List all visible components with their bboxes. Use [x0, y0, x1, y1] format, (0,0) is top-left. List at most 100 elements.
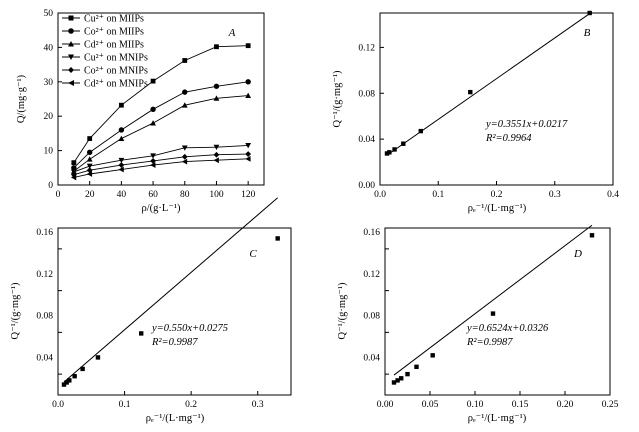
data-point: [150, 120, 156, 126]
data-point: [245, 79, 251, 85]
data-point: [384, 151, 390, 156]
y-tick-label: 0.08: [36, 312, 53, 322]
y-tick-label: 0.08: [363, 312, 380, 322]
y-tick-labels: 0.04 0.08 0.12 0.16: [36, 228, 53, 363]
x-tick-label: 0.2: [491, 190, 503, 200]
y-tick-label: 0.12: [36, 270, 53, 280]
data-point: [118, 166, 124, 173]
data-point: [213, 95, 220, 101]
data-point: [118, 135, 125, 141]
data-point: [587, 10, 592, 16]
y-tick-label: 0.12: [363, 270, 380, 280]
data-point: [86, 156, 93, 162]
fit-r-squared: R²=0.9987: [151, 337, 198, 348]
plot-frame: [379, 12, 614, 186]
y-axis-label: Q/(mg·g⁻¹): [16, 74, 27, 123]
y-tick-label: 0.04: [36, 353, 53, 363]
data-point: [213, 144, 220, 151]
y-tick-labels: 0.04 0.08 0.12 0.16: [363, 228, 380, 363]
data-point: [414, 364, 419, 370]
data-point: [245, 92, 252, 98]
panel-label: C: [249, 248, 257, 260]
panel-d: D Q⁻¹/(g·mg⁻¹) ρₑ⁻¹/(L·mg⁻¹) y=0.6524x+0…: [337, 227, 619, 424]
x-tick-label: 0.20: [557, 400, 574, 410]
y-tick-label: 30: [44, 78, 54, 88]
fit-line: [393, 224, 593, 376]
data-point: [80, 366, 85, 372]
data-point: [150, 158, 156, 164]
x-tick-label: 0.15: [512, 400, 529, 410]
data-point: [182, 58, 188, 63]
legend-entry: Cu²⁺ on MNIPs: [84, 53, 148, 64]
data-point: [95, 355, 101, 360]
panel-c: C Q⁻¹/(g·mg⁻¹) ρₑ⁻¹/(L·mg⁻¹) y=0.550x+0.…: [10, 227, 292, 424]
data-point: [468, 89, 473, 95]
data-point: [150, 78, 156, 84]
data-point: [405, 371, 410, 377]
x-tick-label: 120: [241, 190, 256, 200]
data-point: [118, 102, 124, 108]
data-point: [71, 165, 77, 171]
data-point: [213, 83, 220, 89]
y-axis-label: Q⁻¹/(g·mg⁻¹): [332, 70, 343, 128]
data-point: [71, 160, 77, 166]
x-tick-label: 0.10: [467, 400, 484, 410]
y-tick-label: 0.08: [358, 89, 375, 99]
data-point: [118, 162, 125, 168]
y-tick-labels: 0.00 0.04 0.08 0.12: [358, 43, 375, 191]
data-point: [86, 171, 93, 177]
data-point: [150, 106, 156, 113]
data-point: [490, 311, 496, 316]
y-tick-label: 40: [44, 43, 54, 53]
x-axis-label: ρₑ⁻¹/(L·mg⁻¹): [468, 203, 527, 214]
x-tick-label: 0.0: [374, 190, 386, 200]
data-point: [213, 157, 219, 164]
fit-equation: y=0.3551x+0.0217: [485, 119, 568, 130]
y-tick-label: 20: [44, 112, 54, 122]
legend-marker-triangle-down: [68, 54, 74, 60]
data-point: [86, 163, 93, 169]
x-tick-label: 100: [209, 190, 224, 200]
x-tick-label: 0.4: [607, 190, 619, 200]
y-tick-label: 0: [48, 181, 53, 191]
data-point: [275, 236, 280, 241]
x-tick-label: 0.25: [602, 400, 619, 410]
series-line: [73, 144, 249, 173]
x-axis-label: ρₑ⁻¹/(L·mg⁻¹): [468, 413, 527, 424]
x-tick-label: 0.1: [432, 190, 444, 200]
data-point: [245, 143, 252, 149]
x-tick-label: 20: [85, 190, 95, 200]
y-tick-labels: 0 10 20 30 40 50: [44, 9, 54, 191]
y-tick-label: 0.04: [363, 353, 380, 363]
legend-entry: Cu²⁺ on MIIPs: [84, 14, 144, 25]
data-point: [387, 150, 392, 155]
panel-label: A: [228, 27, 236, 39]
x-axis-label: ρ/(g·L⁻¹): [141, 203, 181, 214]
fit-r-squared: R²=0.9987: [466, 337, 513, 348]
x-tick-label: 60: [148, 190, 158, 200]
x-tick-label: 0.00: [377, 400, 394, 410]
x-tick-label: 0.2: [185, 400, 197, 410]
x-tick-label: 40: [117, 190, 127, 200]
fit-line: [63, 197, 279, 383]
data-point: [391, 380, 397, 385]
data-point: [70, 171, 77, 178]
y-axis-label: Q⁻¹/(g·mg⁻¹): [337, 282, 348, 340]
y-tick-label: 50: [44, 9, 54, 19]
chart-marks: [57, 10, 614, 395]
plot-frame: [384, 227, 611, 396]
data-point: [118, 127, 125, 133]
x-tick-label: 0.0: [52, 400, 64, 410]
y-tick-label: 10: [44, 147, 54, 157]
legend-entry: Co²⁺ on MIIPs: [84, 27, 144, 38]
data-point: [214, 44, 219, 50]
panel-label: D: [573, 248, 582, 260]
x-tick-labels: 0.00 0.05 0.10 0.15 0.20 0.25: [377, 400, 619, 410]
data-point: [72, 374, 77, 379]
data-point: [182, 89, 188, 95]
data-point: [139, 331, 144, 336]
data-point: [181, 153, 188, 160]
data-point: [401, 141, 406, 146]
data-point: [118, 157, 125, 164]
